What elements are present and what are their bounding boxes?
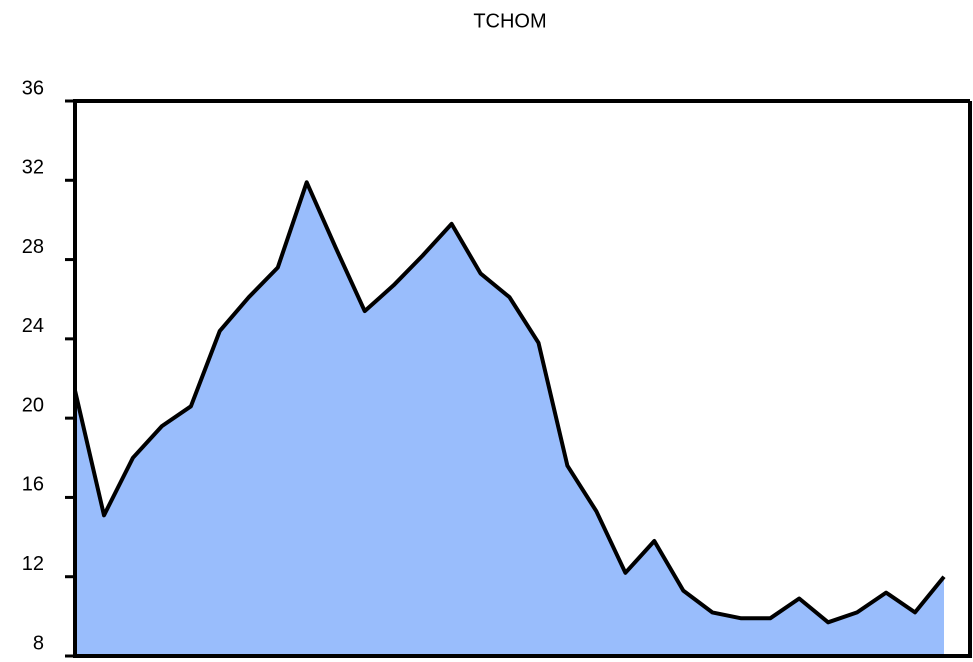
y-tick-label: 20 bbox=[22, 394, 44, 416]
y-tick-label: 12 bbox=[22, 553, 44, 575]
y-tick-label: 32 bbox=[22, 157, 44, 179]
y-tick-label: 28 bbox=[22, 236, 44, 258]
y-tick-label: 24 bbox=[22, 315, 44, 337]
chart-title: TCHOM bbox=[473, 10, 546, 32]
area-fill bbox=[75, 182, 944, 657]
area-line bbox=[73, 180, 946, 625]
y-tick-label: 8 bbox=[33, 632, 44, 654]
y-tick-label: 16 bbox=[22, 474, 44, 496]
y-tick-label: 36 bbox=[22, 77, 44, 99]
